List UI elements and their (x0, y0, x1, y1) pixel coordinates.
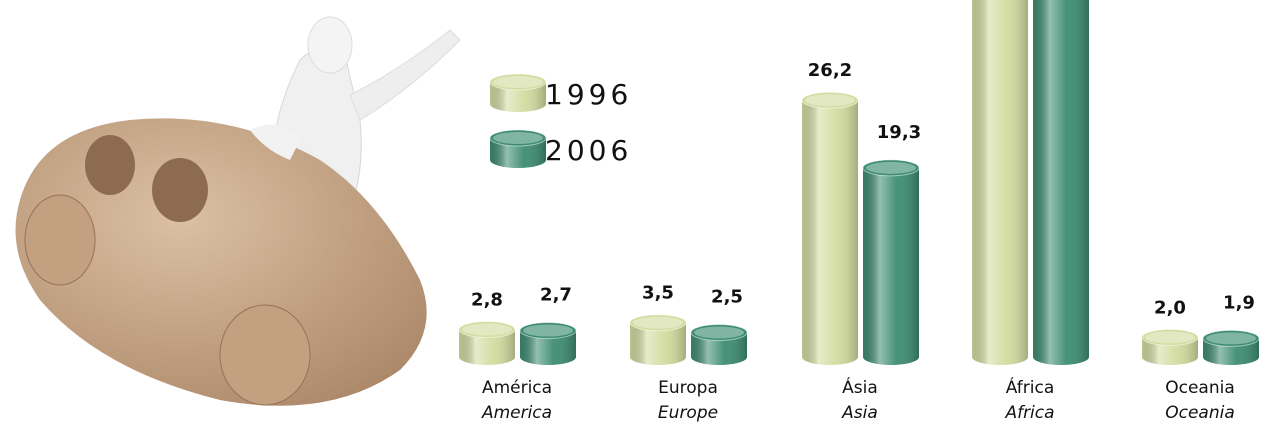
illustration (15, 16, 461, 406)
bar-top-light (493, 132, 543, 144)
bar-top (1202, 329, 1260, 347)
bar-group (519, 322, 577, 365)
bar-group (801, 91, 859, 365)
bar-shade (1033, 0, 1089, 357)
category-label: Ásia (842, 376, 878, 398)
bar-group (629, 314, 687, 365)
bar-top-light (1206, 332, 1256, 345)
category-label-en: Africa (1004, 403, 1054, 423)
bar-group (972, 0, 1028, 365)
value-label: 1,9 (1223, 292, 1255, 313)
bar-top-light (493, 76, 543, 88)
bar-top (489, 73, 547, 91)
value-label: 2,7 (540, 285, 572, 306)
bar-top-light (1145, 331, 1195, 344)
bar-top (690, 324, 748, 341)
bar-group (489, 73, 547, 112)
category-label-en: Asia (841, 403, 878, 423)
bar-top (489, 129, 547, 147)
category-label-en: Europe (658, 403, 718, 423)
value-label: 2,8 (471, 290, 503, 311)
bar-shade (863, 167, 919, 357)
bar-group (690, 324, 748, 365)
bar-group (1141, 328, 1199, 365)
bar-top-light (805, 94, 855, 107)
category-label: América (482, 378, 552, 398)
bar-top-light (694, 326, 744, 339)
bar-group (1202, 329, 1260, 365)
value-label: 19,3 (877, 122, 921, 143)
bar-top-light (523, 324, 573, 337)
bar-top (862, 159, 920, 177)
bar-top (519, 322, 577, 340)
bar-group (1033, 0, 1089, 365)
category-label: Oceania (1165, 378, 1235, 398)
bar-group (862, 159, 920, 365)
value-label: 2,0 (1154, 297, 1186, 318)
category-label-en: Oceania (1165, 403, 1235, 423)
bar-shade (802, 100, 858, 358)
value-label: 26,2 (808, 60, 852, 81)
bar-top-light (866, 161, 916, 174)
bar-top-light (462, 323, 512, 336)
legend-label: 1996 (545, 78, 632, 111)
category-label: Europa (658, 378, 718, 398)
value-label: 3,5 (642, 283, 674, 304)
category-label: África (1006, 376, 1055, 398)
bar-top-light (633, 316, 683, 329)
bar-group (458, 321, 516, 365)
bar-top (458, 321, 516, 339)
bar-top (801, 91, 859, 109)
category-label-en: America (481, 403, 552, 423)
bar-top (629, 314, 687, 332)
value-label: 2,5 (711, 287, 743, 308)
bar-shade (972, 0, 1028, 357)
bar-group (489, 129, 547, 168)
legend-label: 2006 (545, 134, 632, 167)
bar-top (1141, 328, 1199, 346)
